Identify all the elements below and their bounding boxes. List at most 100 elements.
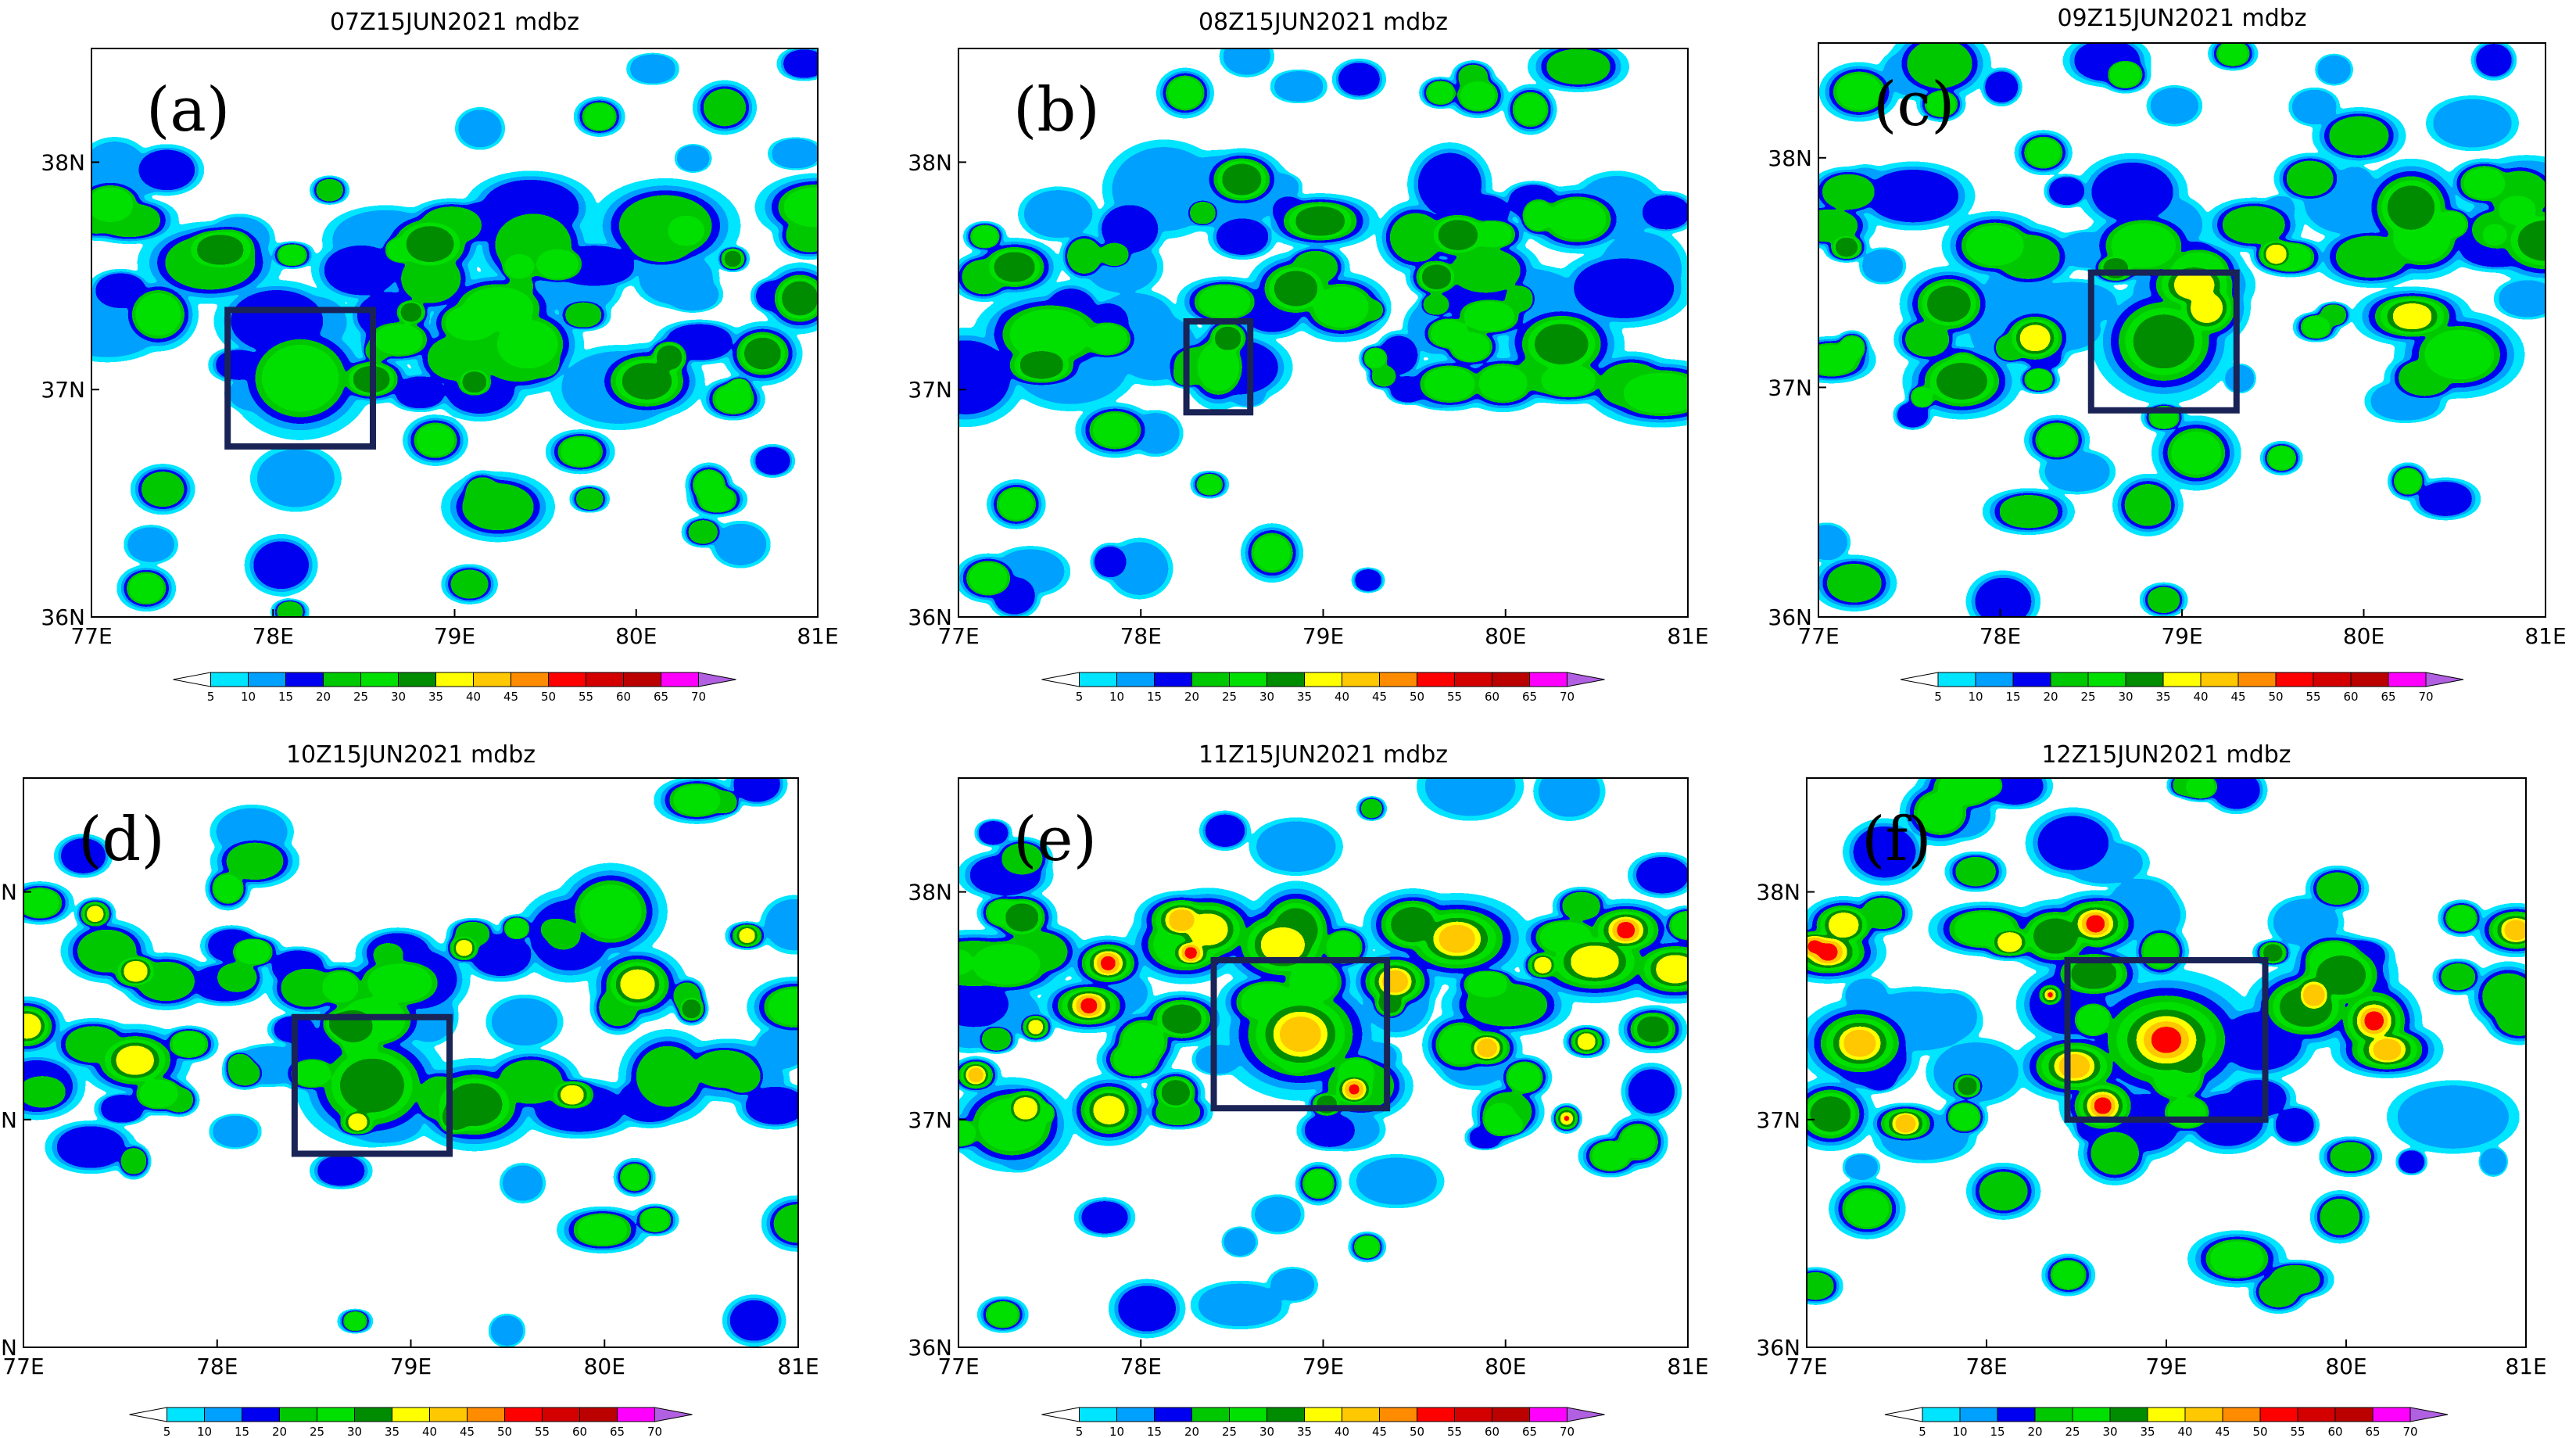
reflectivity-cell [2034, 289, 2111, 319]
panels-layer: 07Z15JUN2021 mdbz 77E 78E 79E 80E 81E 36N 37N 38… [0, 5, 2567, 1438]
reflectivity-cell [1852, 1197, 1883, 1221]
map-panel: 11Z15JUN2021 mdbz 77E 78E 79E 80E 81E 36N 37N 38… [908, 741, 1708, 1438]
reflectivity-cell [1211, 821, 1239, 840]
reflectivity-cell [1397, 914, 1428, 935]
reflectivity-cell [1807, 1278, 1829, 1293]
reflectivity-cell [2065, 239, 2111, 261]
reflectivity-cell [2323, 963, 2359, 988]
reflectivity-cell [1911, 328, 1944, 350]
colorbar-swatch [654, 1407, 693, 1422]
colorbar-label: 25 [1222, 1425, 1237, 1438]
reflectivity-cell [2197, 299, 2216, 317]
reflectivity-cell [979, 951, 1034, 977]
reflectivity-cell [1012, 910, 1033, 925]
colorbar-label: 20 [316, 690, 331, 704]
colorbar-swatch [173, 672, 211, 687]
reflectivity-cell [1203, 481, 1216, 488]
reflectivity-cell [788, 288, 811, 309]
colorbar: 5 10 15 20 25 30 35 40 45 50 55 60 65 70 [1900, 672, 2464, 704]
colorbar-swatch [1191, 1407, 1230, 1422]
reflectivity-cell [983, 827, 1003, 838]
colorbar-label: 25 [1222, 690, 1237, 704]
reflectivity-cell [752, 1094, 798, 1117]
reflectivity-cell [2510, 926, 2523, 934]
reflectivity-cell [761, 454, 784, 468]
reflectivity-cell [1230, 1235, 1250, 1250]
colorbar-label: 20 [2027, 1425, 2042, 1438]
x-tick-label: 77E [1797, 623, 1839, 649]
reflectivity-cell [1822, 949, 1833, 955]
reflectivity-cell [1032, 1024, 1039, 1030]
panel-title: 07Z15JUN2021 mdbz [330, 9, 579, 36]
colorbar: 5 10 15 20 25 30 35 40 45 50 55 60 65 70 [173, 672, 736, 704]
reflectivity-field [91, 48, 818, 617]
colorbar-label: 55 [2306, 690, 2320, 704]
reflectivity-cell [1094, 310, 1122, 334]
colorbar-label: 60 [1485, 690, 1499, 704]
reflectivity-cell [2439, 106, 2506, 141]
reflectivity-cell [2274, 453, 2289, 464]
reflectivity-field [958, 48, 1688, 617]
colorbar-swatch [2350, 672, 2389, 687]
reflectivity-cell [127, 1154, 141, 1168]
reflectivity-cell [1474, 1133, 1496, 1142]
reflectivity-cell [299, 1067, 325, 1080]
reflectivity-cell [2048, 993, 2052, 997]
colorbar-label: 70 [1560, 1425, 1575, 1438]
reflectivity-cell [241, 946, 265, 958]
colorbar-swatch [2162, 672, 2202, 687]
x-tick-label: 79E [1302, 1354, 1344, 1379]
reflectivity-cell [1120, 320, 1190, 374]
colorbar-swatch [1417, 672, 1455, 687]
reflectivity-cell [284, 252, 301, 259]
reflectivity-cell [1092, 331, 1122, 347]
reflectivity-cell [232, 849, 278, 873]
colorbar-label: 40 [422, 1425, 437, 1438]
colorbar-label: 60 [616, 690, 631, 704]
reflectivity-cell [104, 210, 155, 230]
reflectivity-cell [1868, 904, 1897, 923]
reflectivity-cell [374, 970, 426, 995]
reflectivity-cell [543, 256, 573, 272]
reflectivity-field [1818, 43, 2546, 617]
reflectivity-cell [647, 1215, 664, 1225]
reflectivity-cell [202, 242, 238, 258]
y-tick-label: 36N [908, 604, 952, 630]
reflectivity-cell [1531, 207, 1546, 224]
reflectivity-cell [2405, 367, 2445, 389]
colorbar: 5 10 15 20 25 30 35 40 45 50 55 60 65 70 [1041, 1407, 1605, 1438]
colorbar-swatch [2050, 672, 2089, 687]
y-tick-label: 38N [41, 149, 85, 175]
reflectivity-cell [1424, 160, 1475, 209]
reflectivity-cell [2140, 321, 2187, 362]
reflectivity-cell [1472, 979, 1502, 991]
reflectivity-cell [1087, 1208, 1122, 1227]
reflectivity-cell [406, 309, 417, 316]
colorbar-swatch [661, 672, 699, 687]
reflectivity-cell [1360, 576, 1376, 585]
colorbar-label: 50 [2252, 1425, 2267, 1438]
reflectivity-cell [2524, 228, 2546, 254]
reflectivity-cell [1961, 863, 1990, 880]
colorbar-label: 45 [1372, 1425, 1387, 1438]
colorbar-swatch [2012, 672, 2051, 687]
reflectivity-cell [2271, 250, 2282, 258]
reflectivity-cell [1446, 1031, 1476, 1058]
reflectivity-cell [1188, 951, 1195, 955]
colorbar-swatch [1079, 672, 1117, 687]
colorbar-swatch [2425, 672, 2464, 687]
reflectivity-cell [1850, 1036, 1870, 1050]
reflectivity-cell [1101, 553, 1120, 571]
reflectivity-cell [460, 945, 468, 951]
reflectivity-cell [460, 928, 485, 939]
reflectivity-cell [470, 294, 527, 324]
reflectivity-cell [503, 327, 552, 362]
colorbar-label: 45 [460, 1425, 475, 1438]
colorbar-label: 60 [2327, 1425, 2342, 1438]
reflectivity-cell [705, 494, 729, 505]
reflectivity-cell [143, 969, 188, 994]
reflectivity-cell [751, 344, 775, 363]
reflectivity-cell [2223, 48, 2242, 59]
reflectivity-cell [626, 976, 649, 993]
